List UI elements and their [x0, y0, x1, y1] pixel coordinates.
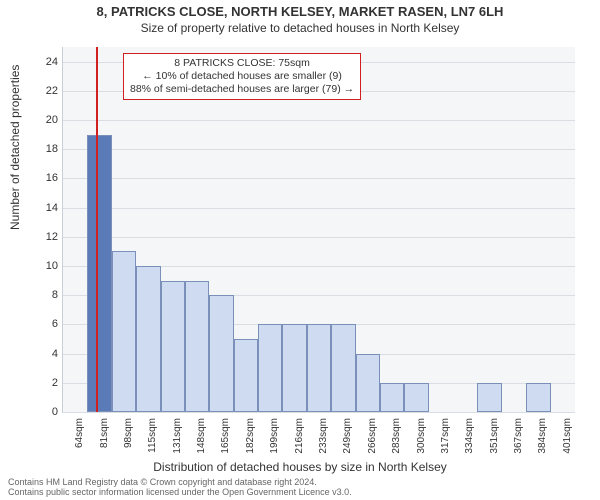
histogram-bar — [404, 383, 428, 412]
y-tick-label: 20 — [18, 114, 58, 126]
histogram-bar — [307, 324, 331, 412]
gridline — [63, 178, 575, 179]
histogram-bar — [331, 324, 355, 412]
histogram-bar — [185, 281, 209, 412]
annotation-box: 8 PATRICKS CLOSE: 75sqm← 10% of detached… — [123, 53, 361, 100]
footer-line2: Contains public sector information licen… — [8, 488, 592, 498]
histogram-bar — [136, 266, 160, 412]
histogram-bar — [112, 251, 136, 412]
chart-plot-area: 8 PATRICKS CLOSE: 75sqm← 10% of detached… — [62, 47, 575, 413]
y-tick-label: 24 — [18, 56, 58, 68]
y-tick-label: 10 — [18, 260, 58, 272]
histogram-bar — [87, 135, 111, 412]
highlight-marker-line — [96, 47, 98, 412]
histogram-bar — [209, 295, 233, 412]
page-title: 8, PATRICKS CLOSE, NORTH KELSEY, MARKET … — [0, 4, 600, 21]
annotation-line1: 8 PATRICKS CLOSE: 75sqm — [130, 57, 354, 70]
histogram-bar — [380, 383, 404, 412]
gridline — [63, 208, 575, 209]
histogram-bar — [282, 324, 306, 412]
y-tick-label: 6 — [18, 318, 58, 330]
y-tick-label: 22 — [18, 85, 58, 97]
histogram-bar — [234, 339, 258, 412]
gridline — [63, 120, 575, 121]
y-tick-label: 0 — [18, 406, 58, 418]
histogram-bar — [161, 281, 185, 412]
histogram-bar — [258, 324, 282, 412]
x-axis-label: Distribution of detached houses by size … — [0, 460, 600, 474]
annotation-line2: ← 10% of detached houses are smaller (9) — [130, 70, 354, 83]
histogram-bar — [477, 383, 501, 412]
footer: Contains HM Land Registry data © Crown c… — [8, 478, 592, 498]
annotation-line3: 88% of semi-detached houses are larger (… — [130, 83, 354, 96]
gridline — [63, 149, 575, 150]
y-tick-label: 4 — [18, 348, 58, 360]
y-tick-label: 16 — [18, 172, 58, 184]
page-subtitle: Size of property relative to detached ho… — [0, 21, 600, 37]
y-tick-label: 8 — [18, 289, 58, 301]
gridline — [63, 237, 575, 238]
y-tick-label: 2 — [18, 377, 58, 389]
y-tick-label: 12 — [18, 231, 58, 243]
y-tick-label: 14 — [18, 202, 58, 214]
histogram-bar — [356, 354, 380, 412]
histogram-bar — [526, 383, 550, 412]
gridline — [63, 412, 575, 413]
y-tick-label: 18 — [18, 143, 58, 155]
title-block: 8, PATRICKS CLOSE, NORTH KELSEY, MARKET … — [0, 0, 600, 36]
